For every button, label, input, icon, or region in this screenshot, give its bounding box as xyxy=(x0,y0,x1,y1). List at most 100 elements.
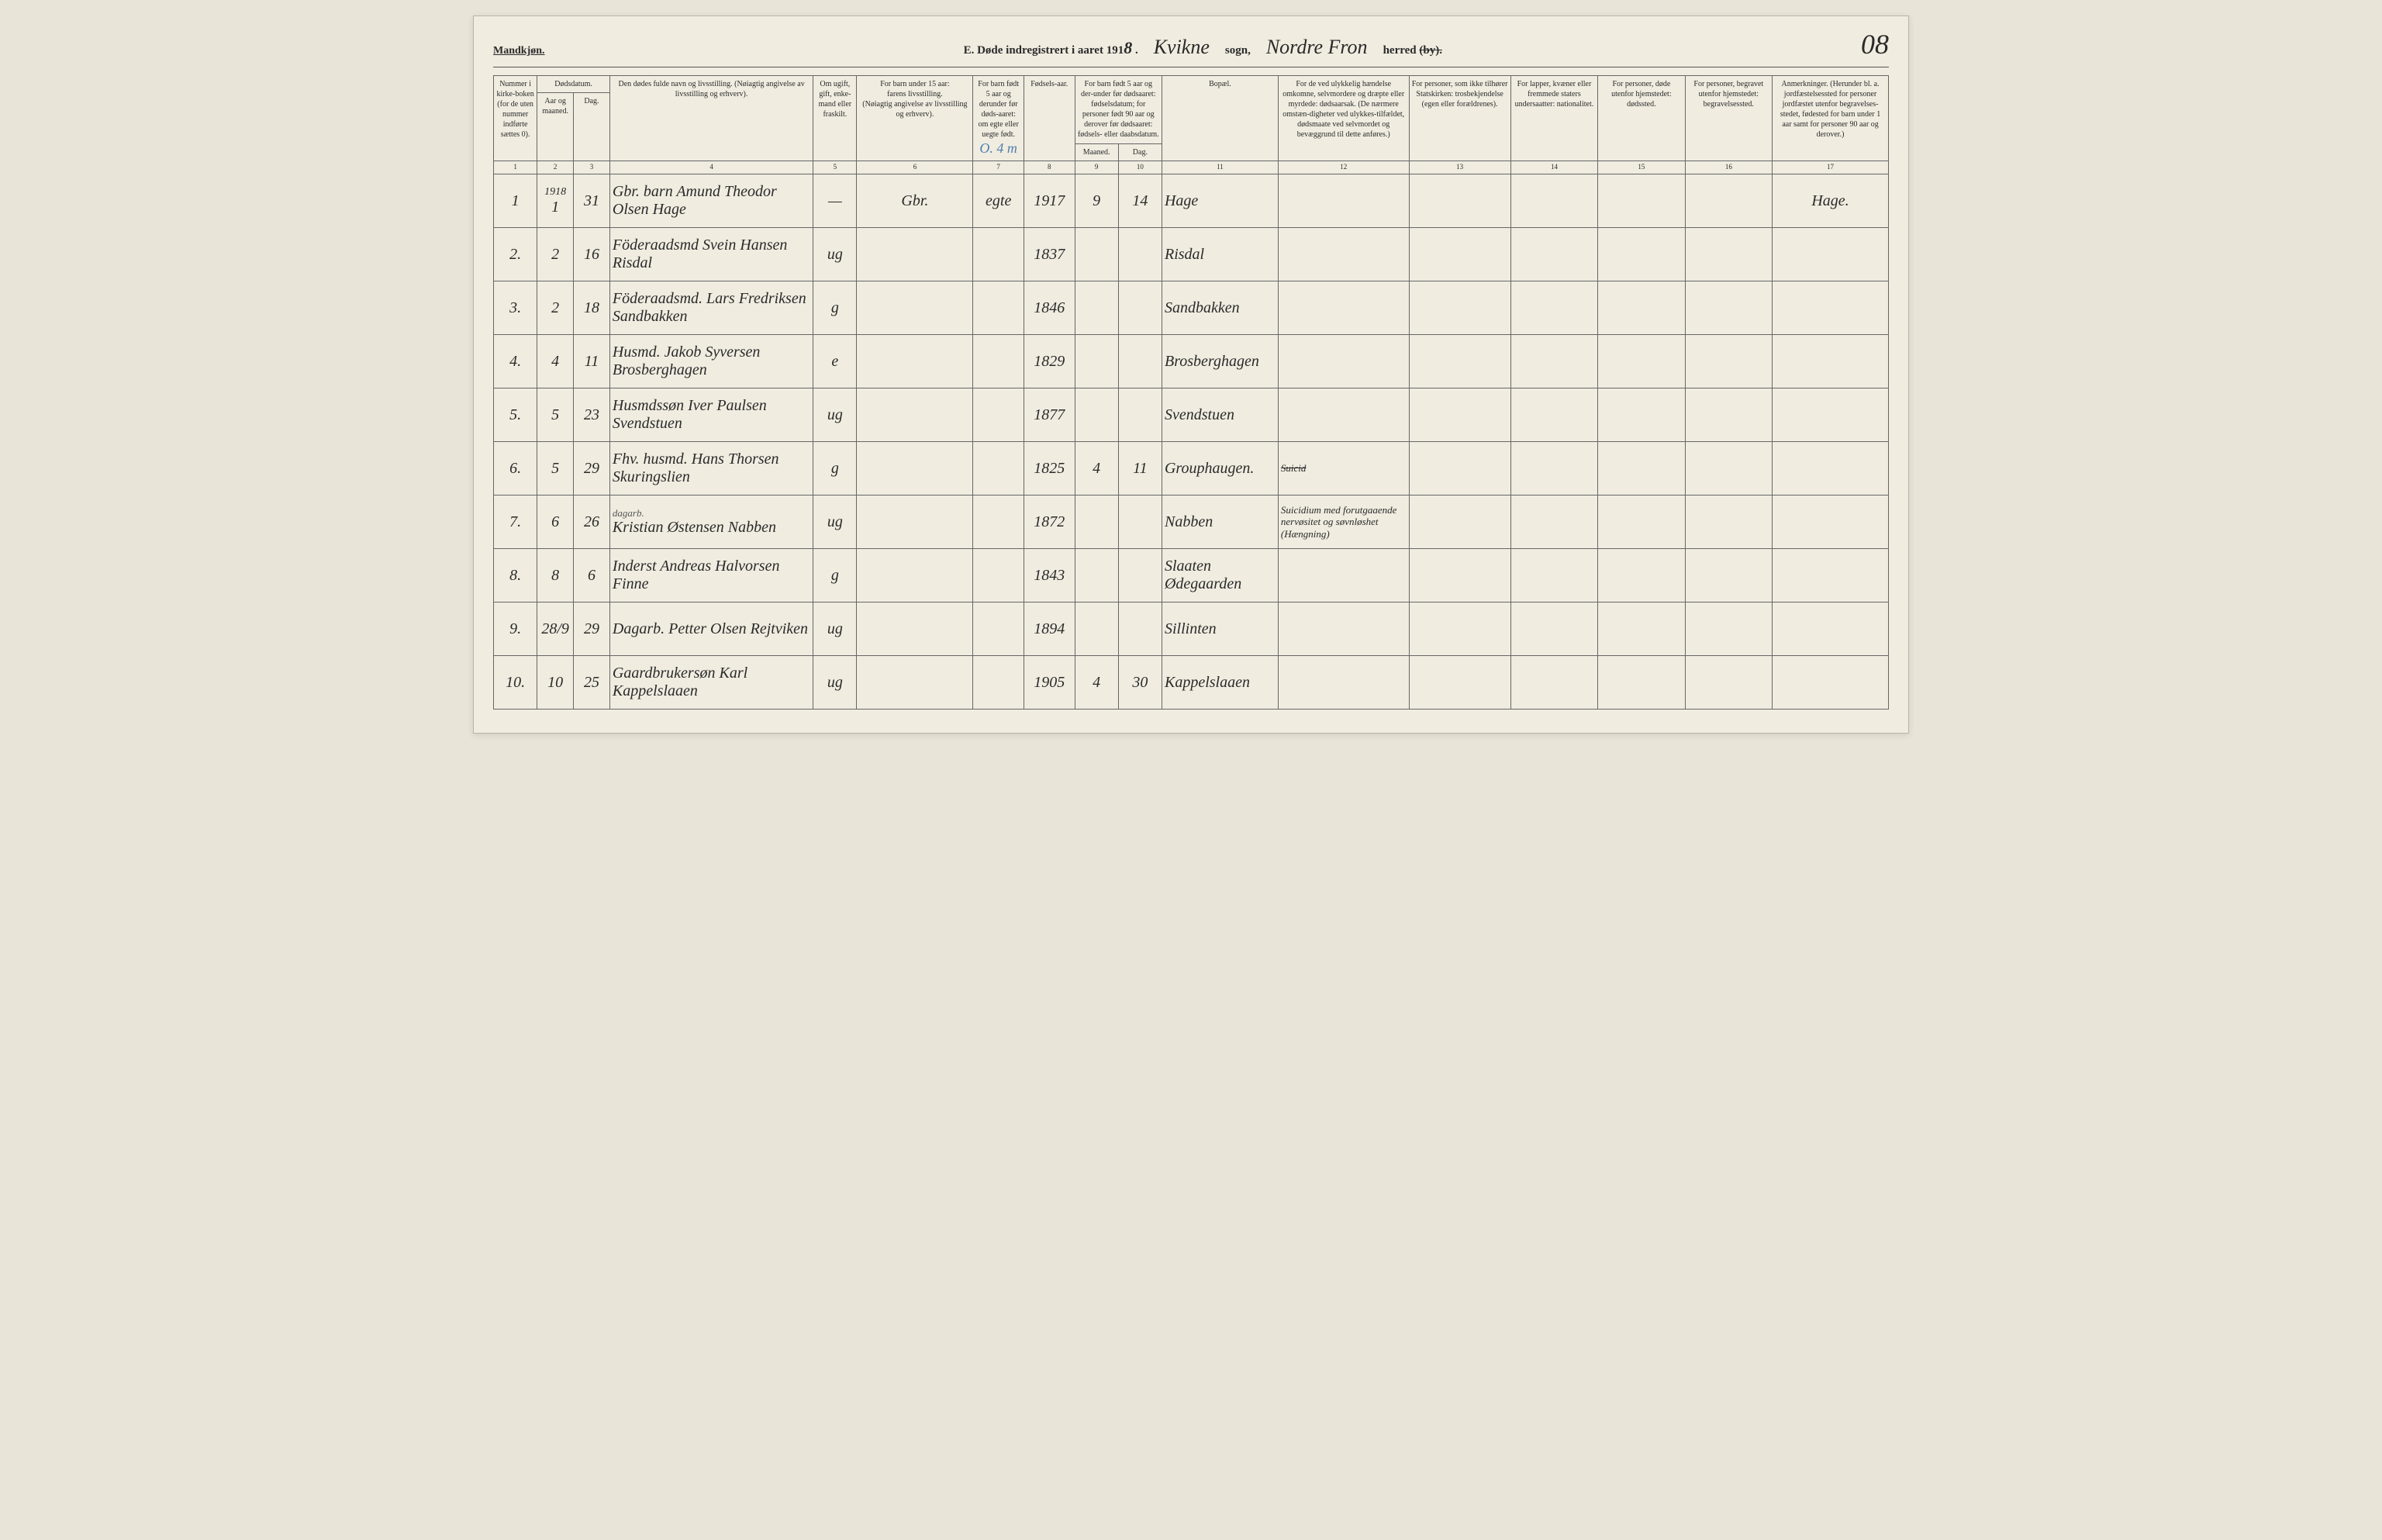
name-cell: Dagarb. Petter Olsen Rejtviken xyxy=(609,603,813,656)
cell xyxy=(1510,656,1597,710)
cell: e xyxy=(813,335,857,388)
col-2-header: Aar og maaned. xyxy=(537,93,574,161)
cell xyxy=(1598,549,1685,603)
cell xyxy=(1409,228,1510,281)
col-9-header: Maaned. xyxy=(1075,144,1118,161)
cell: 10 xyxy=(537,656,574,710)
colnum: 7 xyxy=(973,161,1024,174)
cell xyxy=(857,281,973,335)
cell: 1877 xyxy=(1024,388,1075,442)
cell: Hage. xyxy=(1773,174,1889,228)
colnum: 10 xyxy=(1118,161,1162,174)
herred-label: herred (by). xyxy=(1383,44,1442,57)
cell xyxy=(1118,495,1162,549)
cell xyxy=(1118,335,1162,388)
cell xyxy=(973,603,1024,656)
cell: 5. xyxy=(494,388,537,442)
cell xyxy=(973,656,1024,710)
cell xyxy=(1510,335,1597,388)
cell xyxy=(1409,335,1510,388)
cell xyxy=(857,549,973,603)
cell xyxy=(1773,281,1889,335)
table-body: 11918131Gbr. barn Amund Theodor Olsen Ha… xyxy=(494,174,1889,710)
cell xyxy=(1773,442,1889,495)
name-cell: Husmd. Jakob Syversen Brosberghagen xyxy=(609,335,813,388)
cell xyxy=(1773,495,1889,549)
cell: 9 xyxy=(1075,174,1118,228)
cell: 3. xyxy=(494,281,537,335)
colnum: 2 xyxy=(537,161,574,174)
colnum: 9 xyxy=(1075,161,1118,174)
colnum: 4 xyxy=(609,161,813,174)
place-cell: Risdal xyxy=(1162,228,1278,281)
cell: 2 xyxy=(537,281,574,335)
table-row: 7.626dagarb.Kristian Østensen Nabbenug18… xyxy=(494,495,1889,549)
name-cell: Föderaadsmd Svein Hansen Risdal xyxy=(609,228,813,281)
cell: 6 xyxy=(537,495,574,549)
cell: 1905 xyxy=(1024,656,1075,710)
col-4-header: Den dødes fulde navn og livsstilling. (N… xyxy=(609,76,813,161)
cell: ug xyxy=(813,495,857,549)
cell: 4. xyxy=(494,335,537,388)
parish-name: Kvikne xyxy=(1154,36,1210,59)
by-struck: (by). xyxy=(1419,44,1442,57)
cell xyxy=(1075,228,1118,281)
cell: 10. xyxy=(494,656,537,710)
cell xyxy=(1773,228,1889,281)
death-register-table: Nummer i kirke-boken (for de uten nummer… xyxy=(493,75,1889,710)
cell xyxy=(1685,228,1772,281)
table-row: 6.529Fhv. husmd. Hans Thorsen Skuringsli… xyxy=(494,442,1889,495)
colnum: 8 xyxy=(1024,161,1075,174)
place-cell: Brosberghagen xyxy=(1162,335,1278,388)
cell: 2. xyxy=(494,228,537,281)
col-3-header: Dag. xyxy=(574,93,610,161)
cell xyxy=(1409,603,1510,656)
cell xyxy=(1598,335,1685,388)
table-row: 4.411Husmd. Jakob Syversen Brosberghagen… xyxy=(494,335,1889,388)
cell xyxy=(1075,549,1118,603)
cell xyxy=(1510,228,1597,281)
name-cell: dagarb.Kristian Østensen Nabben xyxy=(609,495,813,549)
cell xyxy=(857,388,973,442)
cell xyxy=(1409,442,1510,495)
cell: — xyxy=(813,174,857,228)
cell xyxy=(1510,495,1597,549)
col-7-header: For barn født 5 aar og derunder før døds… xyxy=(973,76,1024,161)
colnum: 5 xyxy=(813,161,857,174)
colnum: 14 xyxy=(1510,161,1597,174)
cell xyxy=(1685,549,1772,603)
cell xyxy=(1118,603,1162,656)
cell: 26 xyxy=(574,495,610,549)
col-13-header: For personer, som ikke tilhører Statskir… xyxy=(1409,76,1510,161)
place-cell: Nabben xyxy=(1162,495,1278,549)
cell: 4 xyxy=(1075,442,1118,495)
cell: 8. xyxy=(494,549,537,603)
cell xyxy=(857,335,973,388)
place-cell: Hage xyxy=(1162,174,1278,228)
cell xyxy=(1598,388,1685,442)
cell: 1894 xyxy=(1024,603,1075,656)
cause-cell xyxy=(1278,228,1409,281)
cell: 9. xyxy=(494,603,537,656)
header-center: E. Døde indregistrert i aaret 1918 . Kvi… xyxy=(964,36,1442,59)
cell xyxy=(857,228,973,281)
cell: 16 xyxy=(574,228,610,281)
blue-annotation: O. 4 m xyxy=(975,140,1021,157)
cell xyxy=(1075,335,1118,388)
name-cell: Fhv. husmd. Hans Thorsen Skuringslien xyxy=(609,442,813,495)
cell: 19181 xyxy=(537,174,574,228)
cause-cell: Suicid xyxy=(1278,442,1409,495)
cell: 6 xyxy=(574,549,610,603)
cell xyxy=(973,388,1024,442)
cause-cell xyxy=(1278,388,1409,442)
col-12-header: For de ved ulykkelig hændelse omkomne, s… xyxy=(1278,76,1409,161)
table-row: 10.1025Gaardbrukersøn Karl Kappelslaaenu… xyxy=(494,656,1889,710)
cell: ug xyxy=(813,656,857,710)
cell xyxy=(1598,442,1685,495)
cell xyxy=(973,495,1024,549)
colnum: 3 xyxy=(574,161,610,174)
colnum: 12 xyxy=(1278,161,1409,174)
col-5-header: Om ugift, gift, enke-mand eller fraskilt… xyxy=(813,76,857,161)
name-cell: Gbr. barn Amund Theodor Olsen Hage xyxy=(609,174,813,228)
cell xyxy=(1685,335,1772,388)
